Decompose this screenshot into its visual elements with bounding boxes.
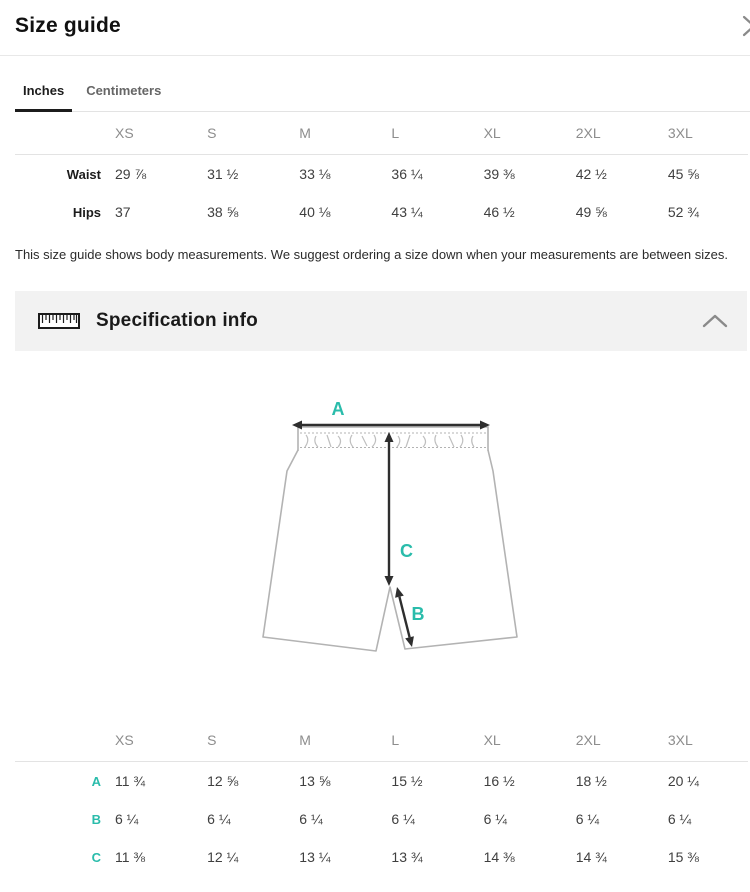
waistband-gathers [304, 434, 475, 448]
b-value: 6 ¼ [483, 811, 507, 827]
a-value: 12 ⅝ [207, 773, 239, 789]
size-col-header: 3XL [655, 719, 748, 762]
page-title: Size guide [15, 14, 121, 37]
hips-value: 52 ¾ [667, 204, 699, 220]
measure-arrow-a [292, 420, 490, 430]
chevron-right-icon[interactable] [741, 14, 750, 38]
c-value: 15 ⅜ [667, 849, 699, 865]
c-value: 13 ¼ [299, 849, 331, 865]
tab-inches[interactable]: Inches [15, 83, 73, 112]
size-col-header: XL [471, 719, 564, 762]
unit-tabs: Inches Centimeters [15, 83, 750, 112]
a-value: 20 ¼ [667, 773, 699, 789]
a-value: 18 ½ [575, 773, 607, 789]
table-header-row: XS S M L XL 2XL 3XL [15, 719, 748, 762]
size-guide-note: This size guide shows body measurements.… [15, 247, 728, 262]
b-value: 6 ¼ [299, 811, 323, 827]
size-col-header: M [287, 112, 380, 155]
empty-header-cell [15, 112, 103, 155]
c-value: 13 ¾ [391, 849, 423, 865]
size-col-header: XS [103, 112, 196, 155]
body-measurements-table: XS S M L XL 2XL 3XL Waist 29 ⅞ 31 ½ 33 ⅛… [15, 112, 748, 231]
b-value: 6 ¼ [667, 811, 692, 827]
ruler-icon [38, 313, 80, 329]
diagram-label-c: C [400, 541, 413, 561]
diagram-label-a: A [332, 399, 345, 419]
a-value: 15 ½ [391, 773, 423, 789]
c-value: 14 ¾ [575, 849, 607, 865]
waist-value: 45 ⅝ [667, 166, 699, 182]
size-col-header: L [379, 719, 472, 762]
size-col-header: 2XL [563, 719, 656, 762]
shorts-diagram: A C B [262, 399, 518, 652]
specification-table: XS S M L XL 2XL 3XL A 11 ¾ 12 ⅝ 13 ⅝ 15 … [15, 719, 748, 876]
size-col-header: XL [471, 112, 564, 155]
size-col-header: L [379, 112, 472, 155]
b-value: 6 ¼ [575, 811, 600, 827]
a-value: 16 ½ [483, 773, 515, 789]
a-value: 11 ¾ [115, 773, 146, 789]
table-row-c: C 11 ⅜ 12 ¼ 13 ¼ 13 ¾ 14 ⅜ 14 ¾ 15 ⅜ [15, 838, 748, 876]
size-col-header: XS [103, 719, 196, 762]
hips-value: 49 ⅝ [575, 204, 607, 220]
tab-centimeters[interactable]: Centimeters [86, 83, 162, 98]
hips-value: 38 ⅝ [207, 204, 239, 220]
row-label-b: B [91, 811, 101, 827]
waist-value: 42 ½ [575, 166, 607, 182]
waist-value: 29 ⅞ [115, 166, 147, 182]
hips-value: 46 ½ [483, 204, 515, 220]
c-value: 12 ¼ [207, 849, 239, 865]
table-row-a: A 11 ¾ 12 ⅝ 13 ⅝ 15 ½ 16 ½ 18 ½ 20 ¼ [15, 762, 748, 801]
row-label-c: C [91, 849, 101, 865]
chevron-up-icon[interactable] [701, 313, 729, 329]
table-row-b: B 6 ¼ 6 ¼ 6 ¼ 6 ¼ 6 ¼ 6 ¼ 6 ¼ [15, 800, 748, 838]
measure-arrow-b [395, 587, 414, 647]
waist-value: 31 ½ [207, 166, 239, 182]
size-col-header: 2XL [563, 112, 656, 155]
b-value: 6 ¼ [207, 811, 231, 827]
modal-header: Size guide [0, 0, 750, 56]
table-row-waist: Waist 29 ⅞ 31 ½ 33 ⅛ 36 ¼ 39 ⅜ 42 ½ 45 ⅝ [15, 155, 748, 194]
row-label-waist: Waist [66, 166, 101, 182]
hips-value: 40 ⅛ [299, 204, 331, 220]
size-col-header: S [195, 719, 288, 762]
waist-value: 39 ⅜ [483, 166, 515, 182]
table-row-hips: Hips 37 38 ⅝ 40 ⅛ 43 ¼ 46 ½ 49 ⅝ 52 ¾ [15, 193, 748, 231]
c-value: 11 ⅜ [115, 849, 146, 865]
hips-value: 43 ¼ [391, 204, 423, 220]
specification-accordion-header[interactable]: Specification info [15, 291, 747, 351]
empty-header-cell [15, 719, 103, 762]
size-col-header: 3XL [655, 112, 748, 155]
row-label-a: A [91, 773, 101, 789]
diagram-label-b: B [412, 604, 425, 624]
size-col-header: S [195, 112, 288, 155]
waist-value: 36 ¼ [391, 166, 423, 182]
a-value: 13 ⅝ [299, 773, 331, 789]
hips-value: 37 [115, 204, 131, 220]
specification-title: Specification info [96, 310, 258, 331]
measure-arrow-c [384, 432, 394, 586]
c-value: 14 ⅜ [483, 849, 515, 865]
table-header-row: XS S M L XL 2XL 3XL [15, 112, 748, 155]
b-value: 6 ¼ [391, 811, 415, 827]
row-label-hips: Hips [72, 204, 101, 220]
size-col-header: M [287, 719, 380, 762]
b-value: 6 ¼ [115, 811, 139, 827]
waist-value: 33 ⅛ [299, 166, 331, 182]
